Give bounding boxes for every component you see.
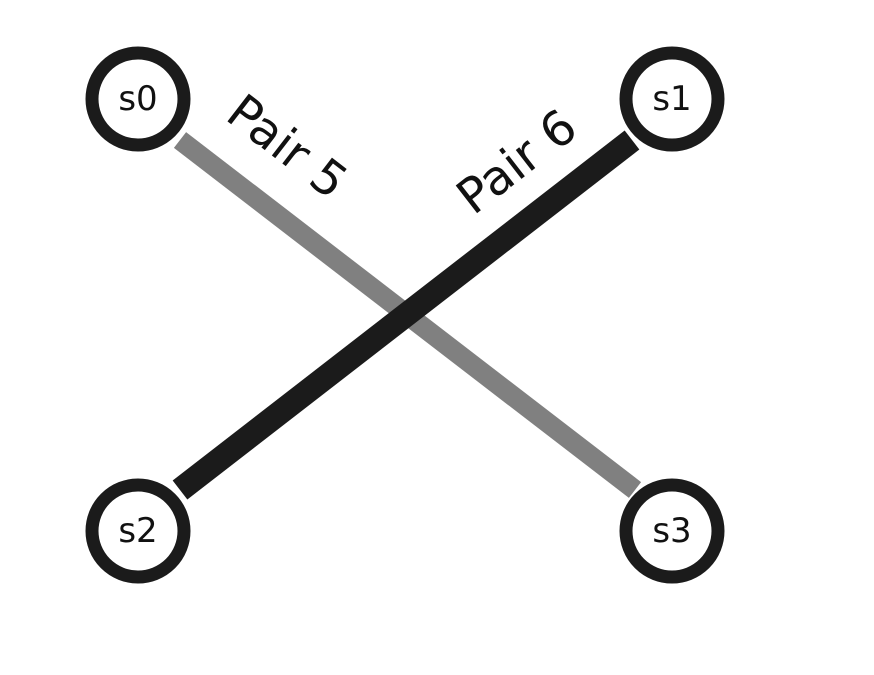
node-label-s2: s2 — [118, 511, 157, 551]
edge-label-pair-6: Pair 6 — [446, 99, 587, 226]
node-label-s3: s3 — [652, 511, 691, 551]
edge-pair-6 — [172, 130, 640, 500]
node-label-s0: s0 — [118, 79, 157, 119]
node-s1: s1 — [619, 46, 725, 152]
node-label-s1: s1 — [652, 79, 691, 119]
node-s2: s2 — [85, 478, 191, 584]
node-s0: s0 — [85, 46, 191, 152]
node-s3: s3 — [619, 478, 725, 584]
